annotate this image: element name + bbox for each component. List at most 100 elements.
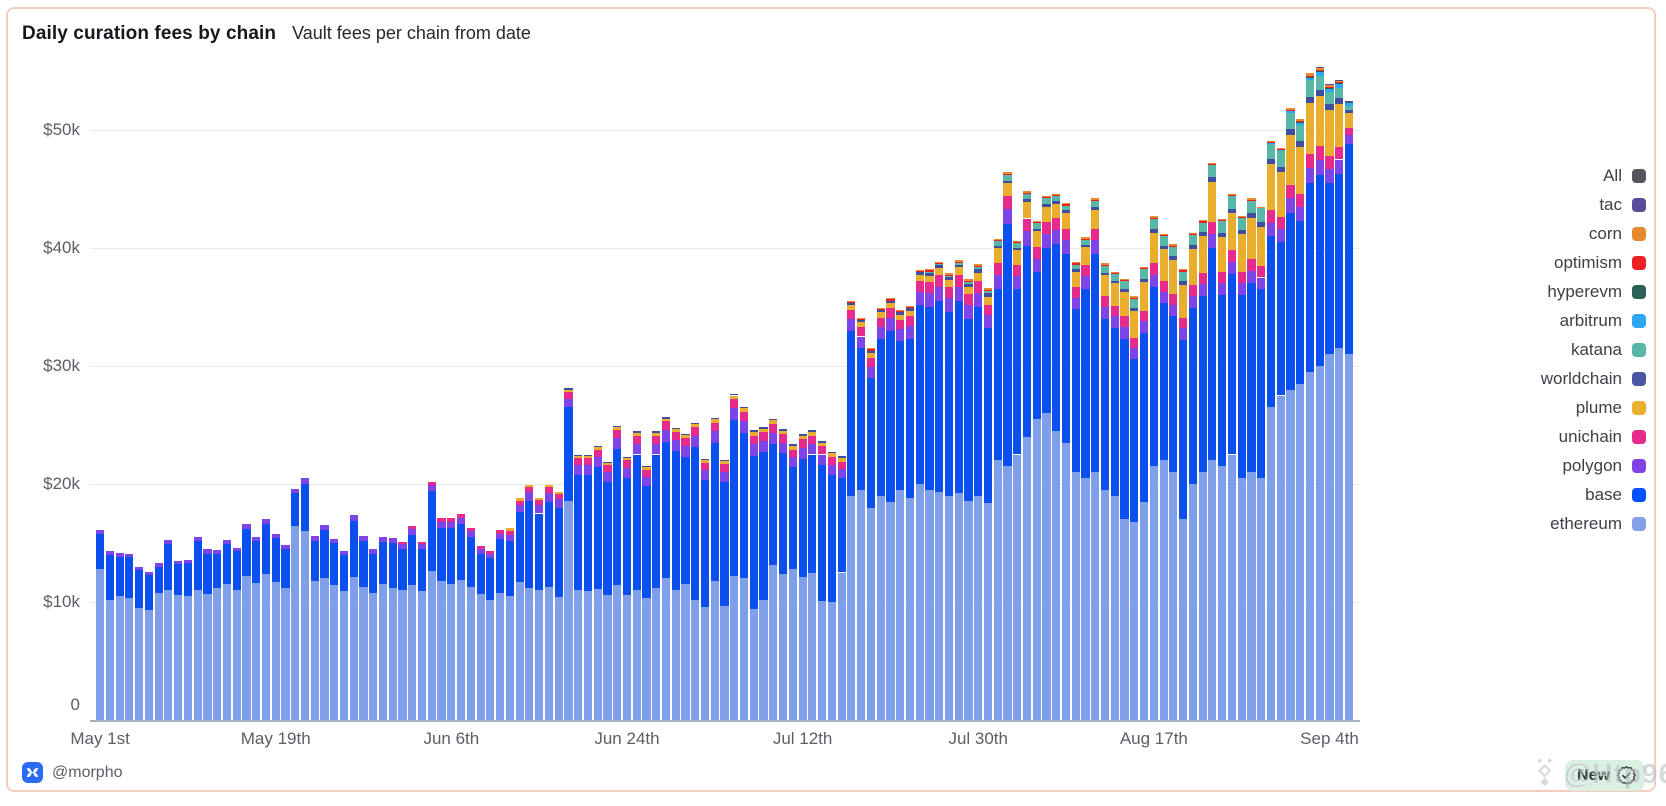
bar-segment-polygon bbox=[700, 470, 710, 481]
bar-segment-base bbox=[496, 539, 505, 593]
bar-segment-corn bbox=[1061, 203, 1071, 205]
bar-segment-polygon bbox=[652, 443, 661, 455]
bar-segment-base bbox=[944, 311, 954, 496]
bar-segment-katana bbox=[1237, 217, 1246, 231]
bar-segment-base bbox=[876, 338, 885, 496]
bar-segment-plume bbox=[574, 455, 583, 459]
legend-item-unichain[interactable]: unichain bbox=[1541, 422, 1646, 451]
new-badge[interactable]: New bbox=[1565, 760, 1645, 791]
bar-segment-katana bbox=[1100, 265, 1110, 273]
bar-segment-plume bbox=[613, 426, 622, 430]
legend-item-polygon[interactable]: polygon bbox=[1541, 451, 1646, 480]
bar-segment-base bbox=[174, 564, 183, 595]
legend-item-katana[interactable]: katana bbox=[1541, 335, 1646, 364]
bar-segment-worldchain bbox=[603, 461, 612, 463]
bar-segment-base bbox=[681, 456, 690, 585]
bar-segment-plume bbox=[886, 302, 895, 309]
bar-segment-ethereum bbox=[574, 590, 583, 720]
legend-label: ethereum bbox=[1550, 513, 1622, 533]
bar-segment-plume bbox=[739, 408, 749, 412]
legend-item-optimism[interactable]: optimism bbox=[1541, 248, 1646, 277]
bar-segment-ethereum bbox=[1335, 348, 1344, 720]
chart-card: Daily curation fees by chain Vault fees … bbox=[6, 7, 1666, 792]
bar-segment-optimism bbox=[1003, 173, 1012, 175]
legend-item-tac[interactable]: tac bbox=[1541, 190, 1646, 219]
bar-segment-hyperevm bbox=[1325, 87, 1334, 89]
bar-segment-ethereum bbox=[1237, 478, 1246, 720]
bar-segment-worldchain bbox=[1218, 232, 1227, 237]
bar-segment-corn bbox=[1120, 278, 1129, 280]
bar-segment-polygon bbox=[525, 492, 534, 501]
bar-segment-optimism bbox=[1247, 199, 1256, 201]
bar-segment-optimism bbox=[1257, 207, 1266, 209]
bar-segment-plume bbox=[1081, 247, 1090, 266]
bar-segment-worldchain bbox=[905, 308, 915, 311]
bar-segment-ethereum bbox=[154, 592, 163, 720]
bar-segment-corn bbox=[1266, 141, 1276, 143]
bar-segment-plume bbox=[769, 420, 778, 424]
bar-segment-optimism bbox=[1091, 199, 1100, 201]
bar-segment-optimism bbox=[866, 349, 875, 351]
bar-segment-plume bbox=[642, 467, 651, 470]
bar-segment-unichain bbox=[574, 458, 583, 466]
bar-segment-polygon bbox=[417, 544, 427, 549]
bar-segment-ethereum bbox=[1110, 495, 1119, 720]
legend-swatch-icon bbox=[1632, 226, 1646, 241]
bar-segment-plume bbox=[691, 423, 700, 428]
legend-item-ethereum[interactable]: ethereum bbox=[1541, 509, 1646, 538]
bar-segment-optimism bbox=[1149, 217, 1158, 220]
bar-segment-unichain bbox=[739, 412, 749, 422]
legend-item-worldchain[interactable]: worldchain bbox=[1541, 364, 1646, 393]
bar-segment-polygon bbox=[808, 443, 817, 455]
bar-segment-tac bbox=[1325, 83, 1334, 85]
bar-segment-polygon bbox=[1169, 304, 1178, 317]
bar-segment-corn bbox=[925, 269, 934, 271]
legend-item-plume[interactable]: plume bbox=[1541, 393, 1646, 422]
legend-item-corn[interactable]: corn bbox=[1541, 219, 1646, 248]
bar-segment-plume bbox=[700, 459, 710, 463]
bar-segment-base bbox=[1227, 273, 1236, 455]
bar-segment-base bbox=[1139, 332, 1149, 502]
bar-segment-ethereum bbox=[691, 599, 700, 720]
bar-segment-base bbox=[300, 484, 310, 532]
legend-item-all[interactable]: All bbox=[1541, 161, 1646, 190]
bar-segment-base bbox=[574, 474, 583, 591]
legend-item-arbitrum[interactable]: arbitrum bbox=[1541, 306, 1646, 335]
bar-segment-worldchain bbox=[1296, 141, 1305, 148]
gridline-40k bbox=[90, 248, 1360, 249]
bar-segment-ethereum bbox=[417, 591, 427, 720]
bar-segment-corn bbox=[1169, 244, 1178, 246]
bar-segment-polygon bbox=[1081, 276, 1090, 290]
bar-segment-plume bbox=[1139, 282, 1149, 311]
legend-item-hyperevm[interactable]: hyperevm bbox=[1541, 277, 1646, 306]
bar-segment-worldchain bbox=[1315, 89, 1324, 97]
bar-segment-ethereum bbox=[730, 576, 739, 720]
bar-segment-unichain bbox=[905, 316, 915, 327]
bar-segment-plume bbox=[935, 268, 944, 276]
bar-segment-base bbox=[291, 493, 300, 527]
legend-swatch-icon bbox=[1632, 516, 1646, 531]
bar-segment-worldchain bbox=[1227, 209, 1236, 214]
bar-segment-ethereum bbox=[1091, 472, 1100, 720]
bar-segment-base bbox=[730, 420, 739, 577]
x-axis-line bbox=[90, 720, 1360, 722]
legend-swatch-icon bbox=[1632, 255, 1646, 270]
bar-segment-polygon bbox=[710, 431, 719, 443]
bar-segment-polygon bbox=[125, 553, 134, 558]
legend-item-base[interactable]: base bbox=[1541, 480, 1646, 509]
bar-segment-katana bbox=[1003, 174, 1012, 181]
bar-segment-optimism bbox=[1237, 216, 1246, 218]
bar-segment-optimism bbox=[1120, 279, 1129, 282]
bar-segment-ethereum bbox=[1247, 472, 1256, 720]
bar-segment-plume bbox=[1179, 284, 1188, 318]
bar-segment-base bbox=[1237, 295, 1246, 479]
bar-segment-base bbox=[1325, 183, 1334, 355]
bar-segment-unichain bbox=[915, 281, 924, 292]
bar-segment-polygon bbox=[164, 540, 173, 545]
bar-segment-katana bbox=[1149, 219, 1158, 230]
bar-segment-polygon bbox=[593, 457, 602, 468]
x-axis-tick-label: Jul 30th bbox=[948, 729, 1008, 748]
bar-segment-optimism bbox=[944, 274, 954, 276]
bar-segment-polygon bbox=[320, 525, 329, 531]
bar-segment-plume bbox=[1149, 232, 1158, 264]
